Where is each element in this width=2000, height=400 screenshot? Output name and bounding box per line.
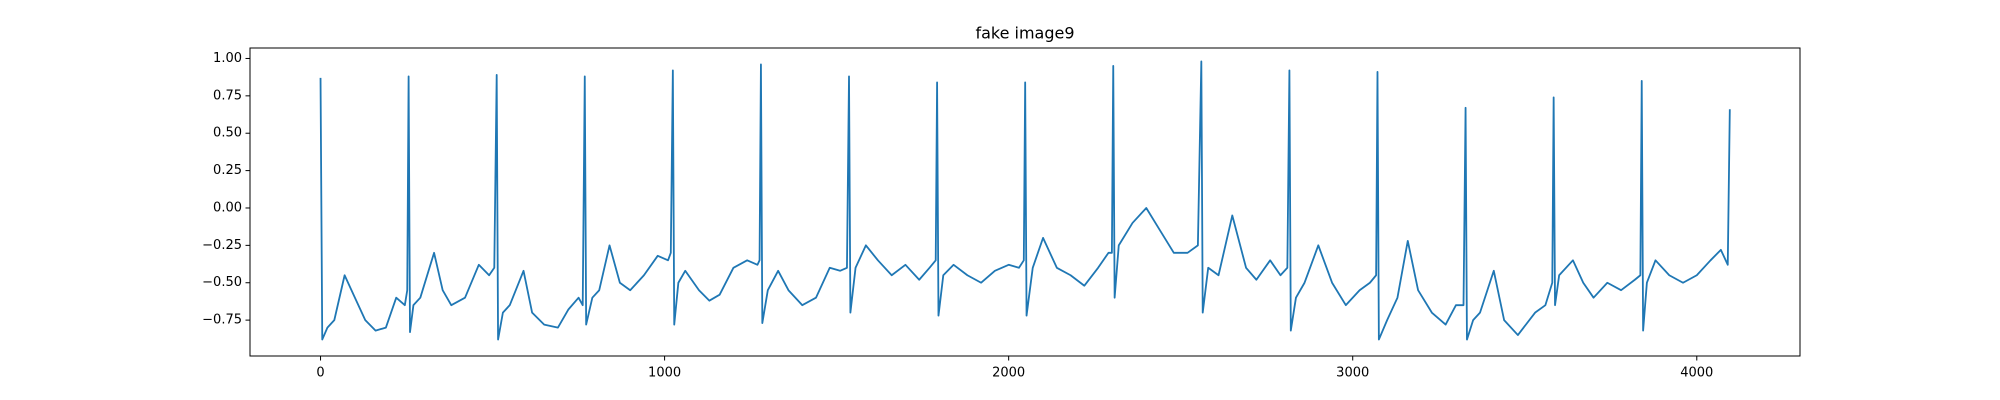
x-tick-label: 2000 [992,366,1025,381]
plot-frame [249,47,1801,357]
x-tick-label: 1000 [648,366,681,381]
data-line [319,60,1731,341]
x-tick-label: 3000 [1336,366,1369,381]
y-tick-label: −0.75 [202,313,242,328]
y-tick-label: 0.50 [213,126,242,141]
chart-title: fake image9 [975,24,1074,43]
y-tick-label: 1.00 [213,51,242,66]
y-tick-label: 0.75 [213,88,242,103]
y-tick-label: 0.25 [213,163,242,178]
x-tick-label: 0 [316,366,324,381]
x-tick-label: 4000 [1680,366,1713,381]
y-tick-label: −0.25 [202,238,242,253]
y-tick-label: 0.00 [213,200,242,215]
y-tick-label: −0.50 [202,275,242,290]
